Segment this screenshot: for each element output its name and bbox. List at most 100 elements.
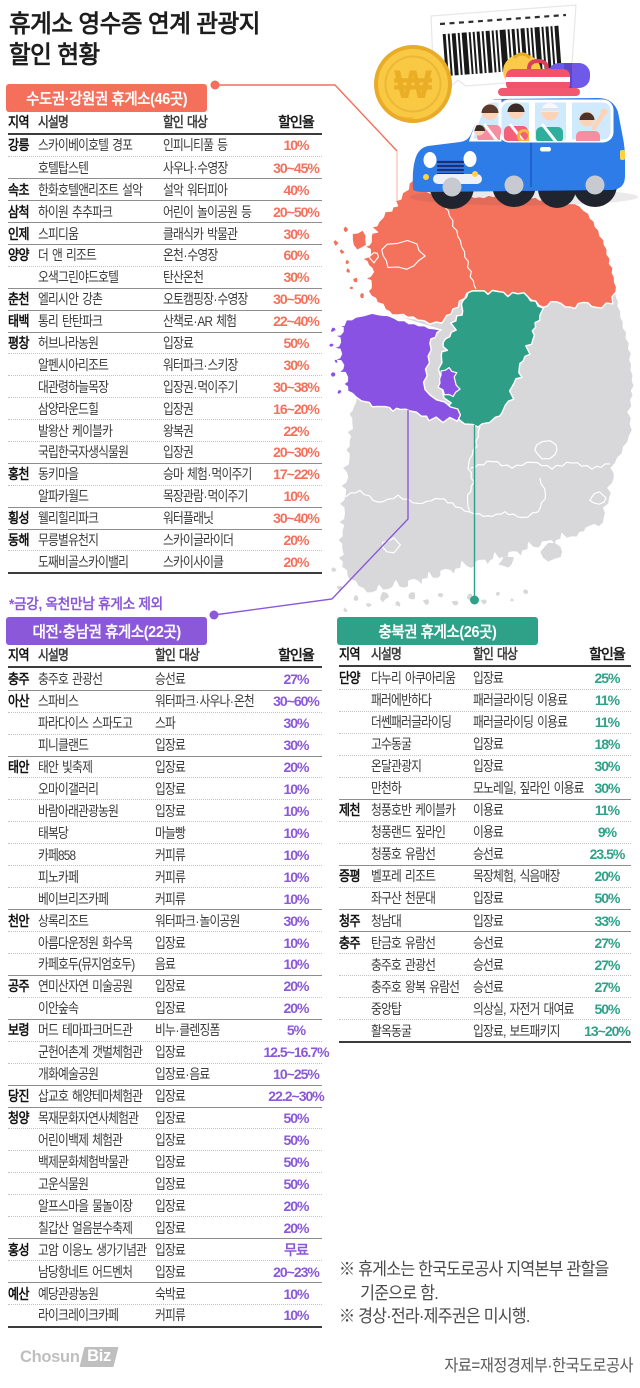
- note-1: ※ 휴게소는 한국도로공사 지역본부 관할을 기준으로 함.: [339, 1259, 609, 1303]
- table-row: 제천 청풍호반 케이블카 이용료 11%: [339, 798, 631, 821]
- cell-target: 승선료: [473, 846, 504, 863]
- cell-rate: 22.2~30%: [268, 1088, 324, 1105]
- cell-target: 이용료: [473, 824, 504, 841]
- cell-region: 횡성: [8, 510, 30, 527]
- cell-target: 모노레일, 짚라인 이용료: [473, 780, 584, 797]
- cell-region: 강릉: [8, 137, 30, 154]
- table-row: 패러에반하다 패러글라이딩 이용료 11%: [339, 688, 631, 711]
- cell-name: 태안 빛축제: [38, 759, 93, 776]
- cell-name: 좌구산 천문대: [371, 890, 436, 907]
- col-region: 지역: [8, 647, 30, 664]
- cell-name: 고암 이응노 생가기념관: [38, 1241, 147, 1258]
- cell-name: 바람아래관광농원: [38, 802, 119, 819]
- table-row: 이안숲속 입장료 20%: [8, 996, 322, 1019]
- cell-target: 입장료: [155, 1241, 186, 1258]
- logo-biz: Biz: [86, 1347, 111, 1365]
- cell-region: 단양: [339, 669, 361, 686]
- cell-name: 동키마을: [38, 466, 79, 483]
- cell-target: 음료: [155, 956, 176, 973]
- cell-region: 태백: [8, 313, 30, 330]
- table-row: 청주 청남대 입장료 33%: [339, 909, 631, 931]
- table-body: 강릉 스카이베이호텔 경포 인피니티풀 등 10% 호텔탑스텐 사우나·수영장 30~45%…: [8, 135, 322, 575]
- cell-target: 승선료: [473, 934, 504, 951]
- col-name: 시설명: [38, 647, 69, 664]
- cell-rate: 30~60%: [273, 693, 320, 710]
- cell-rate: 10%: [283, 1307, 309, 1324]
- cell-rate: 30%: [283, 715, 309, 732]
- cell-name: 충주호 왕복 유람선: [371, 978, 460, 995]
- table-row: 칠갑산 얼음분수축제 입장료 20%: [8, 1216, 322, 1238]
- table-row: 삼양라운드힐 입장권 16~20%: [8, 397, 322, 419]
- cell-target: 왕복권: [163, 422, 194, 439]
- cell-region: 춘천: [8, 291, 30, 308]
- cell-name: 대관령하늘목장: [38, 378, 109, 395]
- cell-target: 워터파크·놀이공원: [155, 912, 240, 929]
- table-row: 오마이갤러리 입장료 10%: [8, 777, 322, 799]
- cell-rate: 30~40%: [273, 510, 320, 527]
- map-metro-islands: [333, 226, 366, 299]
- table-column-header: 지역 시설명 할인 대상 할인율: [339, 644, 631, 667]
- cell-name: 알펜시아리조트: [38, 356, 109, 373]
- cell-rate: 20%: [283, 553, 309, 570]
- cell-rate: 11%: [594, 692, 620, 709]
- cell-rate: 30%: [283, 269, 309, 286]
- cell-target: 커피류: [155, 846, 186, 863]
- cell-target: 의상실, 자전거 대여료: [473, 1000, 574, 1017]
- table-row: 활옥동굴 입장료, 보트패키지 13~20%: [339, 1019, 631, 1041]
- won-coin-icon: ₩: [374, 45, 452, 123]
- cell-name: 웰리힐리파크: [38, 510, 99, 527]
- cell-rate: 30%: [283, 356, 309, 373]
- cell-rate: 11%: [594, 802, 620, 819]
- cell-name: 삽교호 해양테마체험관: [38, 1088, 143, 1105]
- table-row: 아산 스파비스 워터파크·사우나·온천 30~60%: [8, 689, 322, 712]
- cell-rate: 10%: [283, 488, 309, 505]
- cell-target: 숙박료: [155, 1285, 186, 1302]
- cell-target: 입장료: [155, 1110, 186, 1127]
- cell-name: 청풍랜드 짚라인: [371, 824, 446, 841]
- cell-rate: 50%: [283, 334, 309, 351]
- col-rate: 할인율: [278, 647, 315, 664]
- cell-target: 클래식카 박물관: [163, 225, 238, 242]
- table-row: 강릉 스카이베이호텔 경포 인피니티풀 등 10%: [8, 135, 322, 157]
- cell-name: 호텔탑스텐: [38, 159, 89, 176]
- cell-name: 충주호 관광선: [38, 670, 103, 687]
- cell-target: 목장관람·먹이주기: [163, 488, 248, 505]
- cell-target: 온천·수영장: [163, 247, 218, 264]
- cell-rate: 10%: [283, 824, 309, 841]
- table2-footnote: *금강, 옥천만남 휴게소 제외: [9, 597, 163, 613]
- cell-rate: 27%: [594, 978, 620, 995]
- cell-target: 산책로·AR 체험: [163, 313, 237, 330]
- chosunbiz-logo: Chosun Biz: [20, 1347, 118, 1367]
- cell-rate: 12.5~16.7%: [263, 1044, 329, 1061]
- cell-name: 한화호텔앤리조트 설악: [38, 181, 143, 198]
- cell-region: 태안: [8, 759, 30, 776]
- table-row: 국립한국자생식물원 입장권 20~30%: [8, 440, 322, 463]
- cell-name: 오마이갤러리: [38, 780, 99, 797]
- cell-rate: 10~25%: [273, 1066, 320, 1083]
- table-header-daejeon-chungnam-label: 대전·충남권 휴게소(22곳): [32, 624, 181, 641]
- cell-rate: 50%: [594, 1000, 620, 1017]
- cell-target: 커피류: [155, 1307, 186, 1324]
- table-row: 천안 상록리조트 워터파크·놀이공원 30%: [8, 909, 322, 931]
- table-header-chungbuk: 충북권 휴게소(26곳): [337, 617, 538, 645]
- table-row: 군헌어촌계 갯벌체험관 입장료 12.5~16.7%: [8, 1040, 330, 1063]
- cell-rate: 10%: [283, 868, 309, 885]
- cell-rate: 25%: [594, 669, 620, 686]
- cell-name: 이안숲속: [38, 1000, 79, 1017]
- table-column-header: 지역 시설명 할인 대상 할인율: [8, 112, 322, 135]
- map-purple-islands: [329, 327, 342, 394]
- cell-name: 허브나라농원: [38, 334, 99, 351]
- cell-target: 입장료: [155, 759, 186, 776]
- cell-region: 청주: [339, 912, 361, 929]
- connector-daejeon-dot: [209, 610, 219, 620]
- cell-name: 온달관광지: [371, 758, 422, 775]
- connector-lines: [209, 80, 479, 620]
- table-row: 도째비골스카이밸리 스카이사이클 20%: [8, 550, 322, 572]
- cell-region: 예산: [8, 1285, 30, 1302]
- cell-rate: 27%: [283, 670, 309, 687]
- cell-name: 다누리 아쿠아리움: [371, 669, 456, 686]
- table-row: 청풍랜드 짚라인 이용료 9%: [339, 820, 631, 843]
- table-daejeon-chungnam: 지역 시설명 할인 대상 할인율 충주 충주호 관광선 승선료 27% 아산 스파비스 워터파크·사…: [8, 645, 330, 1328]
- table-row: 예산 예당관광농원 숙박료 10%: [8, 1282, 322, 1304]
- table-row: 태백 통리 탄탄파크 산책로·AR 체험 22~40%: [8, 309, 322, 332]
